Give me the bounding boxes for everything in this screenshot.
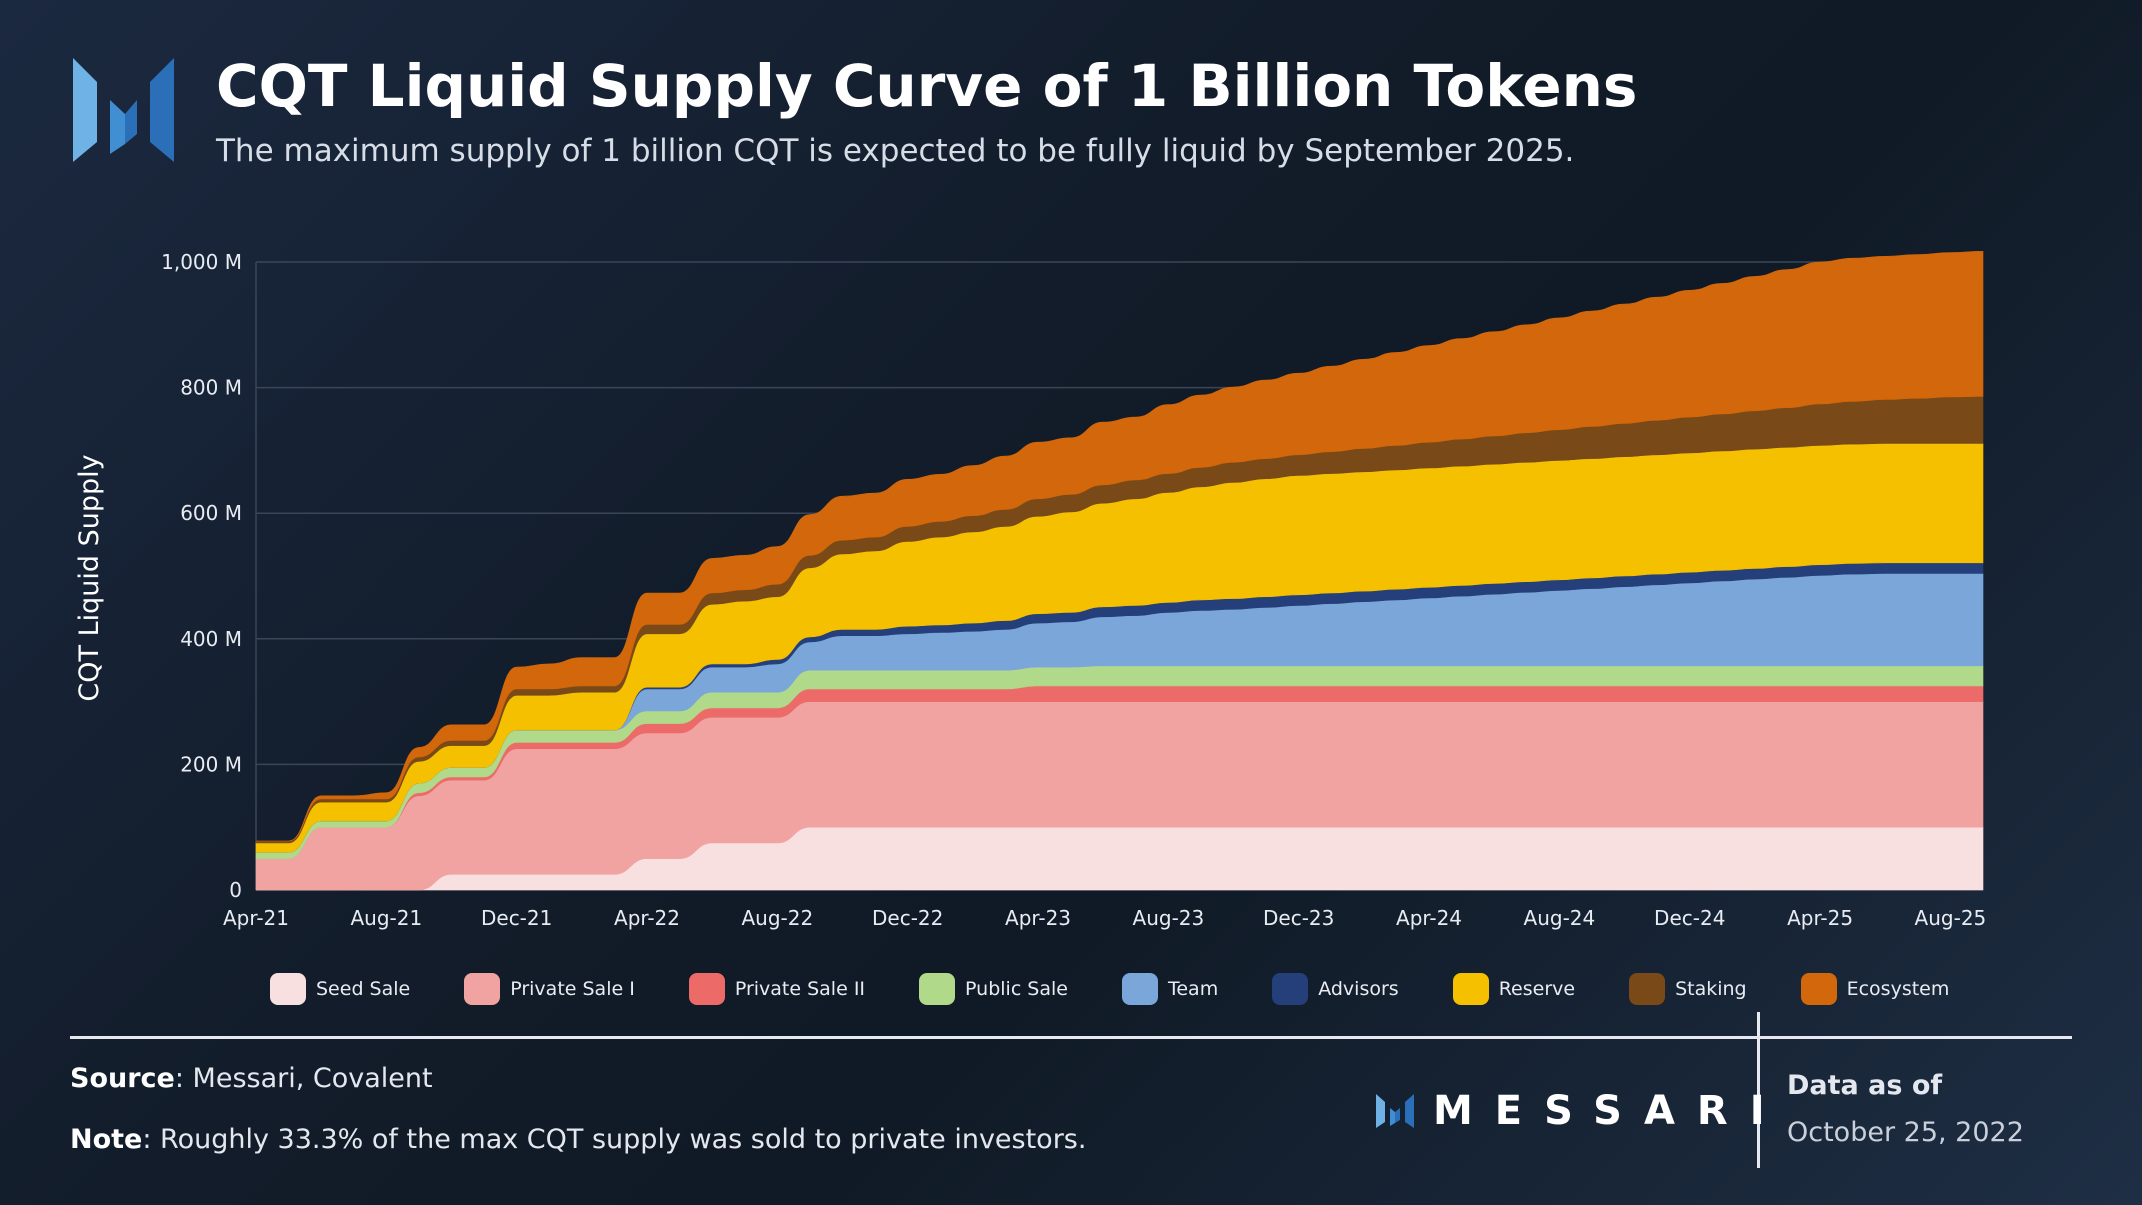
source-label: Source	[70, 1063, 175, 1094]
legend-label: Private Sale I	[510, 978, 635, 1000]
x-tick-label: Apr-25	[1787, 906, 1853, 930]
x-tick-label: Dec-21	[481, 906, 552, 930]
legend-label: Public Sale	[965, 978, 1068, 1000]
legend-label: Reserve	[1498, 978, 1576, 1000]
legend-item: Private Sale II	[688, 973, 866, 1005]
legend-swatch	[1272, 973, 1309, 1005]
x-tick-label: Dec-23	[1263, 906, 1334, 930]
legend-label: Team	[1167, 978, 1219, 1000]
brand-wordmark: MESSARI	[1375, 1088, 1787, 1134]
data-as-of-date: October 25, 2022	[1787, 1117, 2024, 1148]
messari-logo-icon	[73, 58, 174, 162]
legend-label: Staking	[1675, 978, 1747, 1000]
note-text: : Roughly 33.3% of the max CQT supply wa…	[142, 1124, 1087, 1155]
legend-label: Ecosystem	[1846, 978, 1950, 1000]
legend-swatch	[1629, 973, 1666, 1005]
chart-title: CQT Liquid Supply Curve of 1 Billion Tok…	[216, 52, 1638, 120]
data-as-of-label: Data as of	[1787, 1070, 1943, 1101]
legend-swatch	[1452, 973, 1489, 1005]
x-tick-label: Dec-24	[1654, 906, 1725, 930]
x-tick-label: Apr-21	[223, 906, 289, 930]
x-tick-label: Dec-22	[872, 906, 943, 930]
x-tick-label: Aug-23	[1133, 906, 1205, 930]
legend-item: Ecosystem	[1800, 973, 1950, 1005]
y-tick-label: 1,000 M	[161, 250, 242, 274]
y-tick-label: 400 M	[180, 627, 242, 651]
source-line: Source: Messari, Covalent	[70, 1063, 433, 1094]
legend-item: Reserve	[1452, 973, 1576, 1005]
y-tick-label: 800 M	[180, 376, 242, 400]
source-text: : Messari, Covalent	[174, 1063, 433, 1094]
legend-swatch	[270, 973, 306, 1005]
x-tick-label: Apr-22	[614, 906, 680, 930]
chart-subtitle: The maximum supply of 1 billion CQT is e…	[216, 133, 1575, 169]
legend-item: Advisors	[1272, 973, 1399, 1005]
note-label: Note	[70, 1124, 143, 1155]
legend-item: Public Sale	[919, 973, 1068, 1005]
footer-vertical-divider	[1757, 1012, 1760, 1168]
note-line: Note: Roughly 33.3% of the max CQT suppl…	[70, 1124, 1086, 1155]
brand-name: MESSARI	[1433, 1088, 1787, 1134]
y-tick-label: 200 M	[180, 752, 242, 776]
legend-item: Private Sale I	[464, 973, 635, 1005]
y-axis-title: CQT Liquid Supply	[74, 454, 105, 701]
x-tick-label: Apr-24	[1396, 906, 1462, 930]
y-tick-label: 0	[229, 878, 242, 902]
footer-divider	[70, 1036, 2072, 1039]
legend-swatch	[1800, 973, 1837, 1005]
x-tick-label: Aug-24	[1524, 906, 1596, 930]
chart-legend: Seed Sale Private Sale I Private Sale II Pu…	[270, 972, 1949, 1006]
x-tick-label: Aug-21	[350, 906, 422, 930]
legend-label: Private Sale II	[734, 978, 866, 1000]
x-tick-label: Apr-23	[1005, 906, 1071, 930]
messari-brand-icon	[1376, 1094, 1414, 1128]
x-tick-label: Aug-25	[1915, 906, 1987, 930]
legend-label: Seed Sale	[316, 978, 411, 1000]
x-tick-label: Aug-22	[741, 906, 813, 930]
area-chart: 0 200 M 400 M 600 M 800 M 1,000 M Apr-21 Aug-21…	[74, 250, 1987, 930]
legend-swatch	[464, 973, 501, 1005]
legend-swatch	[1121, 973, 1158, 1005]
legend-swatch	[919, 973, 956, 1005]
legend-swatch	[688, 973, 725, 1005]
area-series-ecosystem	[255, 250, 1984, 842]
legend-item: Staking	[1629, 973, 1747, 1005]
legend-item: Seed Sale	[270, 973, 410, 1005]
y-tick-label: 600 M	[180, 501, 242, 525]
legend-label: Advisors	[1318, 978, 1399, 1000]
legend-item: Team	[1121, 973, 1219, 1005]
